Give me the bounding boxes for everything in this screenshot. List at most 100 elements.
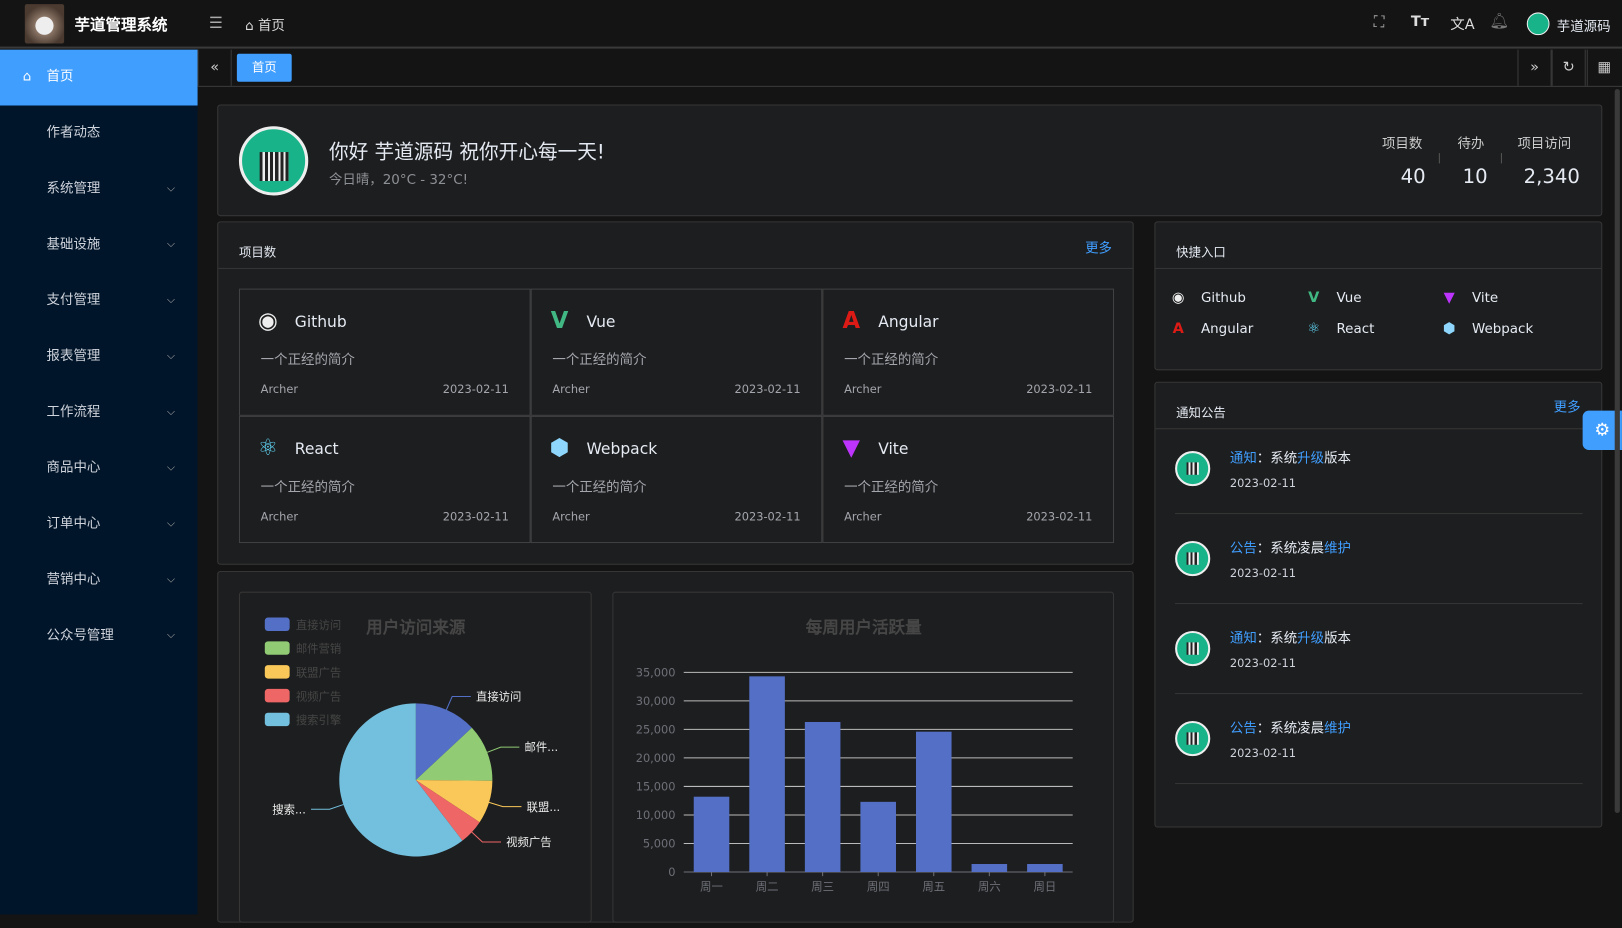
legend-label[interactable]: 搜索引擎	[296, 713, 341, 727]
notices-title: 通知公告	[1176, 405, 1226, 420]
project-item[interactable]: A Angular 一个正经的简介 Archer 2023-02-11	[822, 288, 1115, 416]
projects-title: 项目数	[238, 245, 277, 260]
y-tick-label: 0	[668, 865, 675, 879]
stat-value-visits: 2,340	[1523, 165, 1580, 189]
pie-label: 联盟...	[527, 800, 561, 814]
x-tick-label: 周一	[700, 880, 723, 894]
shortcut-github[interactable]: ◉ Github	[1170, 290, 1246, 307]
legend-swatch[interactable]	[264, 688, 290, 703]
bar[interactable]	[804, 721, 841, 872]
pie-slice[interactable]	[339, 703, 463, 857]
notice-item[interactable]: 公告：系统凌晨维护 2023-02-11	[1155, 540, 1603, 631]
legend-swatch[interactable]	[264, 641, 290, 655]
project-item[interactable]: ▼ Vite 一个正经的简介 Archer 2023-02-11	[822, 415, 1115, 544]
scroll-right-button[interactable]: »	[1517, 49, 1552, 86]
shortcuts-card: 快捷入口 ◉ Github V Vue ▼ Vite A Angular ⚛ React ⬢ Webp…	[1154, 221, 1603, 371]
legend-label[interactable]: 视频广告	[296, 689, 341, 703]
github-icon: ◉	[1171, 289, 1185, 307]
sidebar-item-label: 报表管理	[46, 348, 101, 365]
project-item[interactable]: ⚛ React 一个正经的简介 Archer 2023-02-11	[238, 415, 531, 544]
pie-slice[interactable]	[415, 779, 493, 823]
bar[interactable]	[1027, 864, 1063, 872]
tab-menu-button[interactable]: ▦	[1586, 49, 1621, 86]
legend-swatch[interactable]	[264, 712, 290, 727]
notice-item[interactable]: 通知：系统升级版本 2023-02-11	[1155, 450, 1603, 541]
notice-item[interactable]: 公告：系统凌晨维护 2023-02-11	[1155, 720, 1603, 811]
sidebar-item-label: 系统管理	[46, 181, 101, 197]
shortcut-vue[interactable]: V Vue	[1305, 290, 1361, 307]
sidebar-item-3[interactable]: 基础设施 ⌵	[0, 217, 198, 273]
legend-label[interactable]: 直接访问	[296, 618, 341, 632]
notices-more-link[interactable]: 更多	[1553, 400, 1581, 416]
pie-label-line	[445, 695, 471, 710]
pie-slice[interactable]	[415, 779, 480, 841]
scroll-left-button[interactable]: «	[197, 49, 232, 86]
vite-icon: ▼	[842, 435, 861, 462]
menu-collapse-icon[interactable]: ☰	[208, 13, 223, 33]
sidebar-item-6[interactable]: 工作流程 ⌵	[0, 385, 198, 441]
legend-label[interactable]: 联盟广告	[296, 665, 341, 679]
sidebar-item-0[interactable]: ⌂ 首页	[0, 49, 198, 106]
sidebar-item-10[interactable]: 公众号管理 ⌵	[0, 608, 198, 664]
pie-slice[interactable]	[415, 703, 472, 780]
project-date: 2023-02-11	[442, 382, 509, 397]
stat-label-todo: 待办	[1457, 136, 1485, 153]
bell-icon[interactable]: 🔔︎	[1489, 11, 1510, 30]
translate-icon[interactable]: 文A	[1450, 16, 1475, 34]
shortcut-label: Github	[1200, 290, 1246, 307]
legend-swatch[interactable]	[264, 665, 290, 679]
sidebar-item-label: 作者动态	[46, 125, 101, 141]
bar[interactable]	[860, 801, 896, 872]
font-size-icon[interactable]: Tт	[1410, 13, 1430, 30]
tab-home[interactable]: 首页	[236, 53, 292, 82]
fullscreen-icon[interactable]: ⛶	[1373, 12, 1385, 32]
sidebar-item-label: 基础设施	[46, 236, 101, 253]
legend-label[interactable]: 邮件营销	[296, 642, 341, 656]
sidebar-item-label: 营销中心	[46, 572, 101, 588]
pie-label: 搜索...	[272, 802, 306, 816]
sidebar-item-1[interactable]: 作者动态	[0, 106, 198, 162]
sidebar-item-7[interactable]: 商品中心 ⌵	[0, 441, 198, 497]
react-icon: ⚛	[257, 435, 279, 462]
breadcrumb[interactable]: ⌂ 首页	[245, 14, 285, 35]
shortcut-webpack[interactable]: ⬢ Webpack	[1441, 321, 1533, 338]
x-tick-label: 周二	[756, 880, 779, 894]
project-name: Webpack	[586, 439, 658, 459]
shortcut-react[interactable]: ⚛ React	[1305, 321, 1374, 338]
bar[interactable]	[915, 731, 952, 872]
sidebar-item-4[interactable]: 支付管理 ⌵	[0, 273, 198, 329]
shortcut-angular[interactable]: A Angular	[1170, 321, 1254, 338]
project-author: Archer	[260, 382, 299, 397]
legend-swatch[interactable]	[264, 617, 290, 631]
breadcrumb-home: 首页	[257, 18, 285, 35]
bar[interactable]	[749, 676, 785, 872]
project-name: Vue	[586, 312, 616, 332]
bar[interactable]	[971, 864, 1008, 872]
sidebar-item-9[interactable]: 营销中心 ⌵	[0, 552, 198, 608]
project-desc: 一个正经的简介	[844, 352, 939, 369]
refresh-button[interactable]: ↻	[1551, 49, 1586, 86]
project-item[interactable]: ⬢ Webpack 一个正经的简介 Archer 2023-02-11	[530, 415, 823, 544]
sidebar-item-5[interactable]: 报表管理 ⌵	[0, 329, 198, 385]
y-tick-label: 20,000	[636, 751, 676, 765]
y-tick-label: 10,000	[636, 808, 676, 822]
sidebar-item-8[interactable]: 订单中心 ⌵	[0, 497, 198, 553]
notice-item[interactable]: 通知：系统升级版本 2023-02-11	[1155, 630, 1603, 721]
shortcut-label: Vue	[1336, 290, 1362, 307]
bar[interactable]	[693, 796, 730, 872]
shortcut-vite[interactable]: ▼ Vite	[1441, 290, 1499, 307]
sidebar-item-2[interactable]: 系统管理 ⌵	[0, 161, 198, 217]
project-item[interactable]: V Vue 一个正经的简介 Archer 2023-02-11	[530, 288, 823, 416]
greeting: 你好 芋道源码 祝你开心每一天!	[328, 140, 605, 164]
notice-avatar	[1175, 540, 1211, 577]
user-name[interactable]: 芋道源码	[1556, 19, 1611, 36]
pie-slice[interactable]	[415, 727, 493, 781]
projects-more-link[interactable]: 更多	[1085, 241, 1112, 257]
notice-date: 2023-02-11	[1229, 746, 1297, 761]
scrollbar[interactable]	[1614, 88, 1620, 814]
chevron-down-icon: ⌵	[166, 629, 175, 642]
user-avatar[interactable]	[1526, 12, 1550, 36]
project-item[interactable]: ◉ Github 一个正经的简介 Archer 2023-02-11	[238, 288, 531, 416]
chevron-down-icon: ⌵	[166, 183, 175, 195]
shortcut-label: Angular	[1200, 321, 1254, 338]
